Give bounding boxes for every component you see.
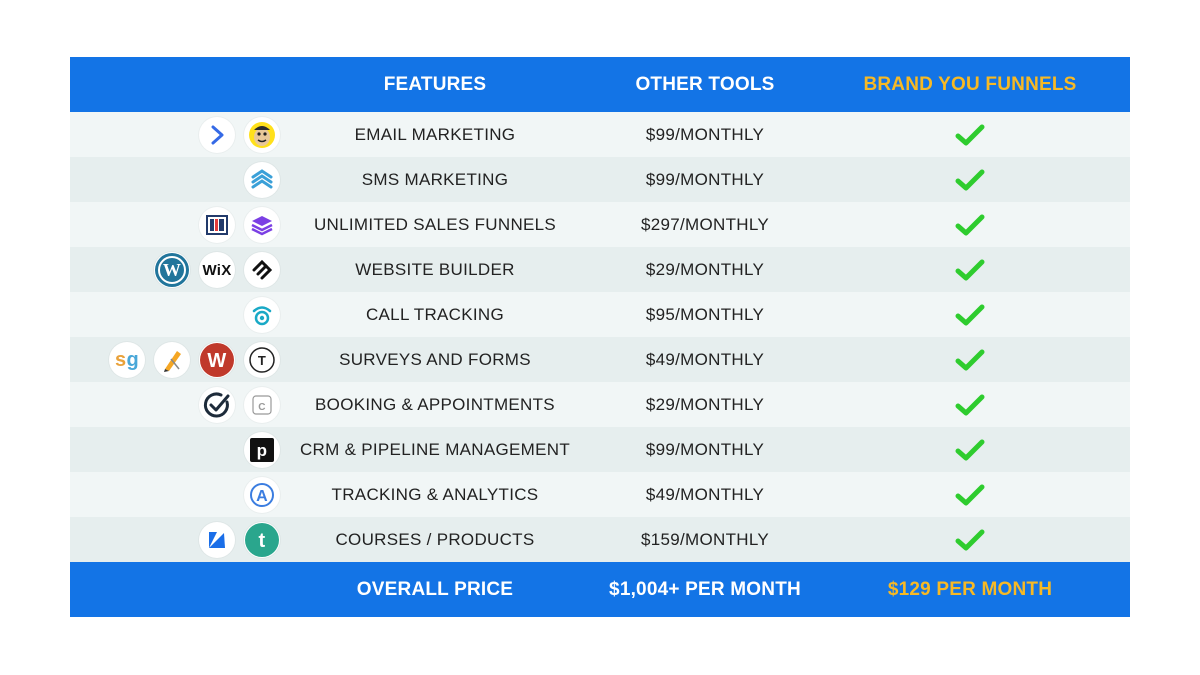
header-brand: BRAND YOU FUNNELS [863,73,1077,95]
tool-logos [199,202,280,247]
other-tools-price: $29/MONTHLY [645,394,765,414]
svg-text:sg: sg [115,349,139,371]
svg-text:WiX: WiX [202,262,231,279]
tool-logos [244,292,280,337]
other-tools-price: $29/MONTHLY [645,259,765,279]
other-tools-price: $99/MONTHLY [645,169,765,189]
table-row: p CRM & PIPELINE MANAGEMENT $99/MONTHLY [70,427,1130,472]
feature-name: UNLIMITED SALES FUNNELS [313,214,557,234]
tool-logos: C [199,382,280,427]
check-icon [850,112,1090,157]
tool-logos [244,157,280,202]
calendly-icon: C [244,386,280,423]
feature-name: WEBSITE BUILDER [355,259,515,279]
svg-text:p: p [257,441,268,460]
comparison-table: FEATURES OTHER TOOLS BRAND YOU FUNNELS E… [70,57,1130,617]
feature-name: COURSES / PRODUCTS [335,529,535,549]
other-tools-price: $49/MONTHLY [645,484,765,504]
layers-stack-icon [244,206,280,243]
check-icon [850,337,1090,382]
tool-logos: A [244,472,280,517]
activecampaign-icon [199,116,235,153]
other-tools-price: $99/MONTHLY [645,124,765,144]
table-row: UNLIMITED SALES FUNNELS $297/MONTHLY [70,202,1130,247]
table-row: C BOOKING & APPOINTMENTS $29/MONTHLY [70,382,1130,427]
analytics-a-icon: A [244,476,280,513]
check-icon [850,247,1090,292]
other-tools-price: $297/MONTHLY [641,214,769,234]
table-header: FEATURES OTHER TOOLS BRAND YOU FUNNELS [70,57,1130,112]
tool-logos: sg W T [109,337,280,382]
wix-icon: WiX [199,251,235,288]
squarespace-icon [244,251,280,288]
other-tools-price: $95/MONTHLY [645,304,765,324]
svg-text:T: T [258,353,266,368]
table-footer: OVERALL PRICE $1,004+ PER MONTH $129 PER… [70,562,1130,617]
feature-name: BOOKING & APPOINTMENTS [315,394,555,414]
feature-name: TRACKING & ANALYTICS [331,484,539,504]
surveygizmo-icon: sg [109,341,145,378]
typeform-icon: T [244,341,280,378]
acuity-check-icon [199,386,235,423]
table-row: t COURSES / PRODUCTS $159/MONTHLY [70,517,1130,562]
check-icon [850,517,1090,562]
other-tools-price: $49/MONTHLY [645,349,765,369]
svg-text:t: t [259,530,266,552]
tool-logos: p [244,427,280,472]
table-body: EMAIL MARKETING $99/MONTHLY SMS MARKETING $… [70,112,1130,562]
check-icon [850,382,1090,427]
feature-name: EMAIL MARKETING [354,124,516,144]
teachable-icon: t [244,521,280,558]
feature-name: CALL TRACKING [365,304,505,324]
table-row: CALL TRACKING $95/MONTHLY [70,292,1130,337]
sms-layers-icon [244,161,280,198]
jotform-icon [154,341,190,378]
svg-text:W: W [207,350,226,372]
table-row: sg W T SURVEYS AND FORMS $49/MONTHLY [70,337,1130,382]
tool-logos [199,112,280,157]
check-icon [850,157,1090,202]
svg-text:C: C [258,402,266,413]
wordpress-icon: W [154,251,190,288]
footer-brand-total: $129 PER MONTH [887,578,1053,600]
call-tracking-icon [244,296,280,333]
check-icon [850,427,1090,472]
other-tools-price: $99/MONTHLY [645,439,765,459]
check-icon [850,292,1090,337]
check-icon [850,472,1090,517]
footer-other-total: $1,004+ PER MONTH [609,578,801,600]
table-row: SMS MARKETING $99/MONTHLY [70,157,1130,202]
footer-label: OVERALL PRICE [356,578,514,600]
clickfunnels-icon [199,206,235,243]
tool-logos: W WiX [154,247,280,292]
mailchimp-icon [244,116,280,153]
svg-text:W: W [163,260,181,280]
feature-name: CRM & PIPELINE MANAGEMENT [299,439,571,459]
table-row: EMAIL MARKETING $99/MONTHLY [70,112,1130,157]
feature-name: SMS MARKETING [361,169,509,189]
check-icon [850,202,1090,247]
table-row: W WiX WEBSITE BUILDER $29/MONTHLY [70,247,1130,292]
pipedrive-icon: p [244,431,280,468]
header-features: FEATURES [383,73,487,95]
feature-name: SURVEYS AND FORMS [339,349,531,369]
svg-text:A: A [256,488,268,505]
other-tools-price: $159/MONTHLY [641,529,769,549]
kajabi-icon [199,521,235,558]
header-other-tools: OTHER TOOLS [635,73,775,95]
wufoo-icon: W [199,341,235,378]
tool-logos: t [199,517,280,562]
table-row: A TRACKING & ANALYTICS $49/MONTHLY [70,472,1130,517]
